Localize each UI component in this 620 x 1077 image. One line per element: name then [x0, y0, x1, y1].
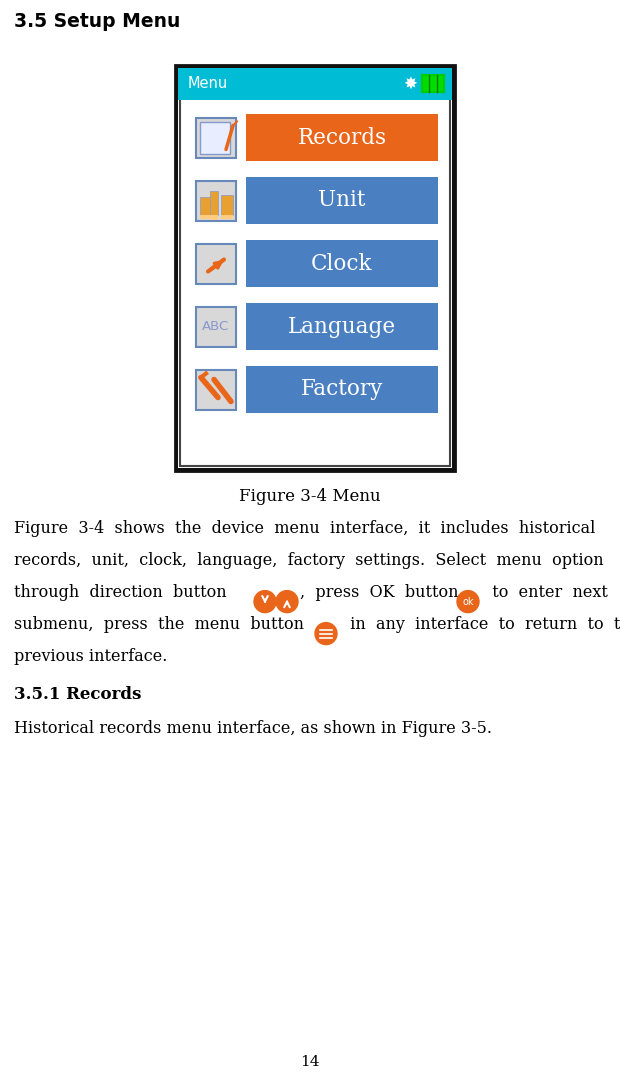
Text: submenu,  press  the  menu  button: submenu, press the menu button: [14, 616, 304, 633]
Bar: [178, 68, 452, 468]
Bar: [196, 181, 236, 221]
Text: Records: Records: [298, 126, 386, 149]
Bar: [196, 243, 236, 283]
Circle shape: [254, 590, 276, 613]
Text: Figure 3-4 Menu: Figure 3-4 Menu: [239, 488, 381, 505]
Text: records,  unit,  clock,  language,  factory  settings.  Select  menu  option: records, unit, clock, language, factory …: [14, 553, 604, 569]
Circle shape: [315, 623, 337, 645]
Bar: [200, 214, 214, 219]
Circle shape: [276, 590, 298, 613]
Bar: [422, 75, 444, 92]
Bar: [246, 114, 438, 160]
Bar: [200, 196, 214, 214]
Text: Factory: Factory: [301, 378, 383, 401]
Text: ABC: ABC: [202, 320, 229, 333]
Bar: [200, 122, 230, 154]
Text: 3.5.1 Records: 3.5.1 Records: [14, 686, 141, 703]
Text: previous interface.: previous interface.: [14, 648, 167, 665]
Bar: [196, 307, 236, 347]
Text: Historical records menu interface, as shown in Figure 3-5.: Historical records menu interface, as sh…: [14, 721, 492, 737]
Bar: [178, 68, 452, 100]
Text: in  any  interface  to  return  to  the: in any interface to return to the: [340, 616, 620, 633]
Bar: [196, 117, 236, 157]
Text: through  direction  button: through direction button: [14, 584, 227, 601]
Text: 14: 14: [300, 1055, 320, 1069]
Text: Language: Language: [288, 316, 396, 337]
Text: ok: ok: [463, 597, 474, 606]
Bar: [175, 65, 455, 471]
Bar: [246, 303, 438, 350]
Bar: [180, 70, 450, 466]
Text: ✸: ✸: [403, 75, 417, 93]
Bar: [246, 177, 438, 224]
Text: Clock: Clock: [311, 252, 373, 275]
Text: 3.5 Setup Menu: 3.5 Setup Menu: [14, 12, 180, 31]
Text: to  enter  next: to enter next: [482, 584, 608, 601]
Text: ,  press  OK  button: , press OK button: [300, 584, 459, 601]
Bar: [210, 214, 218, 220]
Text: Figure  3-4  shows  the  device  menu  interface,  it  includes  historical: Figure 3-4 shows the device menu interfa…: [14, 520, 595, 537]
Bar: [210, 191, 218, 214]
Bar: [246, 366, 438, 412]
Bar: [246, 240, 438, 286]
Bar: [221, 195, 233, 214]
Text: Menu: Menu: [188, 76, 228, 92]
Text: Unit: Unit: [318, 190, 366, 211]
Circle shape: [457, 590, 479, 613]
Bar: [196, 369, 236, 409]
Bar: [221, 214, 233, 219]
